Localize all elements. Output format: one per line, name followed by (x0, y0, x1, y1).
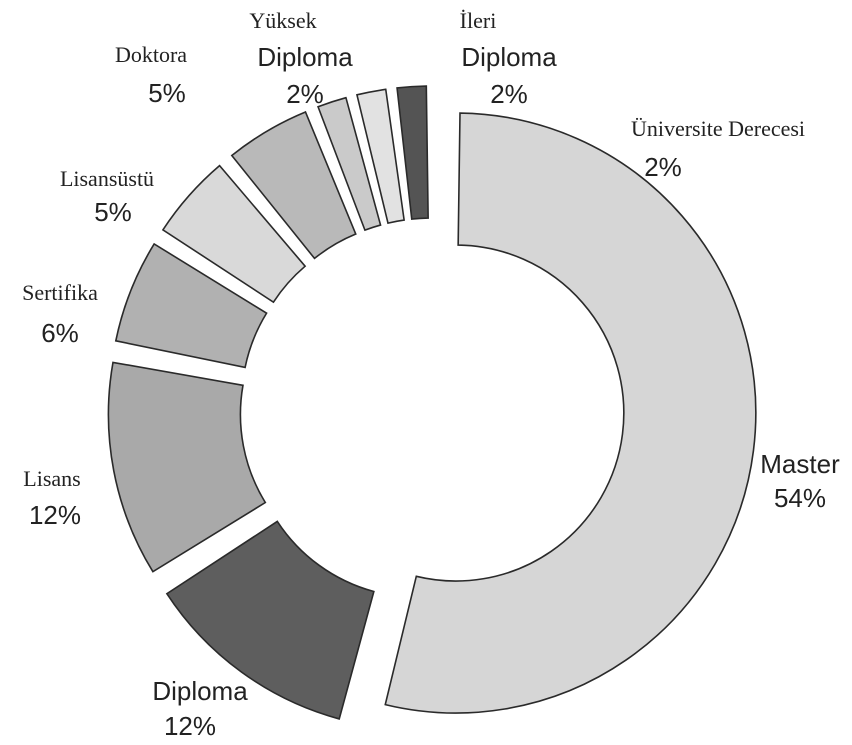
label-ileri-diploma-value: 2% (490, 79, 528, 109)
label-diploma: Diploma 12% (152, 676, 248, 741)
donut-slices (107, 85, 757, 720)
label-ileri-diploma: İleri Diploma 2% (460, 8, 558, 109)
label-diploma-name: Diploma (152, 676, 248, 706)
label-doktora-value: 5% (148, 78, 186, 108)
label-lisansustu: Lisansüstü 5% (60, 166, 154, 227)
slice-diploma (165, 520, 375, 720)
slice-sertifika (114, 242, 268, 369)
label-lisansustu-name: Lisansüstü (60, 166, 154, 191)
slice-yuksek-diploma (317, 96, 382, 232)
label-yuksek-diploma-line1: Yüksek (249, 8, 316, 33)
slice-doktora (230, 110, 357, 260)
label-sertifika: Sertifika 6% (22, 280, 98, 348)
label-master-name: Master (760, 449, 840, 479)
slice-master (384, 112, 757, 714)
label-ileri-diploma-line2: Diploma (461, 42, 557, 72)
label-sertifika-value: 6% (41, 318, 79, 348)
label-lisansustu-value: 5% (94, 197, 132, 227)
label-ileri-diploma-line1: İleri (460, 8, 497, 33)
slice-lisans (107, 361, 267, 573)
label-universite-derecesi-name: Üniversite Derecesi (631, 116, 805, 141)
slice-universite-derecesi (396, 85, 429, 220)
label-lisans-value: 12% (29, 500, 81, 530)
label-diploma-value: 12% (164, 711, 216, 741)
label-master: Master 54% (760, 449, 840, 513)
slice-lisansustu (161, 164, 307, 304)
label-yuksek-diploma-line2: Diploma (257, 42, 353, 72)
label-sertifika-name: Sertifika (22, 280, 98, 305)
label-doktora-name: Doktora (115, 42, 187, 67)
label-yuksek-diploma: Yüksek Diploma 2% (249, 8, 353, 109)
label-doktora: Doktora 5% (115, 42, 187, 108)
label-universite-derecesi-value: 2% (644, 152, 682, 182)
label-master-value: 54% (774, 483, 826, 513)
label-universite-derecesi: Üniversite Derecesi 2% (631, 116, 805, 182)
label-yuksek-diploma-value: 2% (286, 79, 324, 109)
label-lisans: Lisans 12% (23, 466, 81, 530)
slice-ileri-diploma (355, 88, 406, 225)
label-lisans-name: Lisans (23, 466, 80, 491)
